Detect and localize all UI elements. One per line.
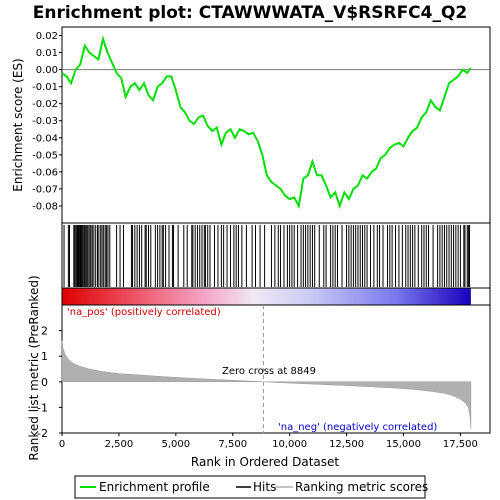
es-y-tick-label: -0.01 (32, 82, 58, 93)
es-y-tick-label: 0.01 (36, 48, 58, 59)
x-tick-label: 7,500 (218, 439, 247, 450)
legend-hits-label: Hits (253, 480, 276, 494)
es-y-tick-label: 0.00 (36, 65, 58, 76)
metric-y-axis-label: Ranked list metric (PreRanked) (27, 275, 41, 460)
es-panel-frame (61, 26, 491, 224)
x-tick-label: 15,000 (386, 439, 421, 450)
rank-color-bar (62, 288, 471, 305)
es-y-ticks: 0.02 0.01 0.00 -0.01 -0.02 -0.03 -0.04 -0.05 -0.… (32, 31, 62, 212)
es-panel: 0.02 0.01 0.00 -0.01 -0.02 -0.03 -0.04 -0.05 -0.… (32, 26, 491, 224)
neg-correlated-label: 'na_neg' (negatively correlated) (278, 422, 437, 433)
x-tick-label: 0 (59, 439, 65, 450)
metric-y-tick-label: 1 (41, 350, 48, 363)
metric-x-ticks: 0 2,500 5,000 7,500 10,000 12,500 15,000 17,500 (59, 433, 478, 450)
pos-correlated-label: 'na_pos' (positively correlated) (67, 307, 221, 318)
metric-y-tick-label: 2 (41, 325, 48, 338)
metric-y-tick-label: -2 (37, 427, 48, 440)
es-y-tick-label: -0.03 (32, 116, 58, 127)
es-y-tick-label: 0.02 (36, 31, 58, 42)
zero-cross-label: Zero cross at 8849 (222, 366, 316, 377)
metric-y-tick-label: -1 (37, 401, 48, 414)
es-y-axis-label: Enrichment score (ES) (11, 58, 25, 191)
legend: Enrichment profile Hits Ranking metric s… (74, 475, 428, 499)
ranking-metric-area (61, 340, 472, 430)
es-y-tick-label: -0.05 (32, 150, 58, 161)
x-tick-label: 5,000 (162, 439, 191, 450)
x-tick-label: 17,500 (443, 439, 478, 450)
metric-panel: 2 1 0 -1 -2 0 2,500 5,000 7,500 10,000 12,500 15,0… (37, 304, 491, 450)
es-y-tick-label: -0.06 (32, 167, 58, 178)
es-y-tick-label: -0.04 (32, 133, 58, 144)
legend-profile-label: Enrichment profile (99, 480, 210, 494)
x-tick-label: 10,000 (272, 439, 307, 450)
es-y-tick-label: -0.02 (32, 99, 58, 110)
hits-panel (61, 222, 491, 289)
metric-y-tick-label: 0 (41, 376, 48, 389)
x-tick-label: 12,500 (329, 439, 364, 450)
chart-title: Enrichment plot: CTAWWWATA_V$RSRFC4_Q2 (33, 3, 468, 23)
enrichment-profile-line (61, 35, 472, 210)
legend-metric-label: Ranking metric scores (295, 480, 428, 494)
x-tick-label: 2,500 (105, 439, 134, 450)
es-y-tick-label: -0.07 (32, 184, 58, 195)
x-axis-label: Rank in Ordered Dataset (191, 455, 339, 469)
hit-lines (63, 225, 471, 287)
es-y-tick-label: -0.08 (32, 201, 58, 212)
